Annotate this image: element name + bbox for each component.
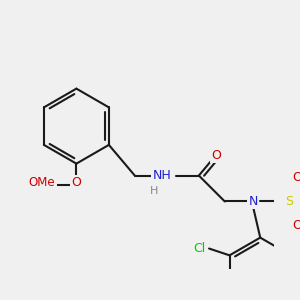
- Text: Cl: Cl: [194, 242, 206, 255]
- Text: N: N: [249, 195, 258, 208]
- Text: H: H: [150, 186, 159, 196]
- Text: OMe: OMe: [31, 181, 56, 190]
- Text: S: S: [285, 195, 293, 208]
- Text: O: O: [71, 179, 81, 192]
- Text: O: O: [292, 171, 300, 184]
- Text: NH: NH: [153, 169, 171, 182]
- Text: O: O: [292, 219, 300, 232]
- Text: OMe: OMe: [28, 176, 55, 189]
- Text: O: O: [71, 176, 81, 189]
- Text: O: O: [211, 148, 221, 162]
